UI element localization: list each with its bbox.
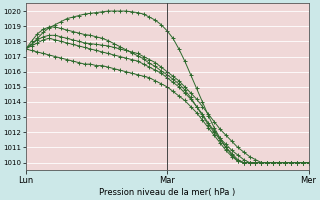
X-axis label: Pression niveau de la mer( hPa ): Pression niveau de la mer( hPa )	[99, 188, 235, 197]
